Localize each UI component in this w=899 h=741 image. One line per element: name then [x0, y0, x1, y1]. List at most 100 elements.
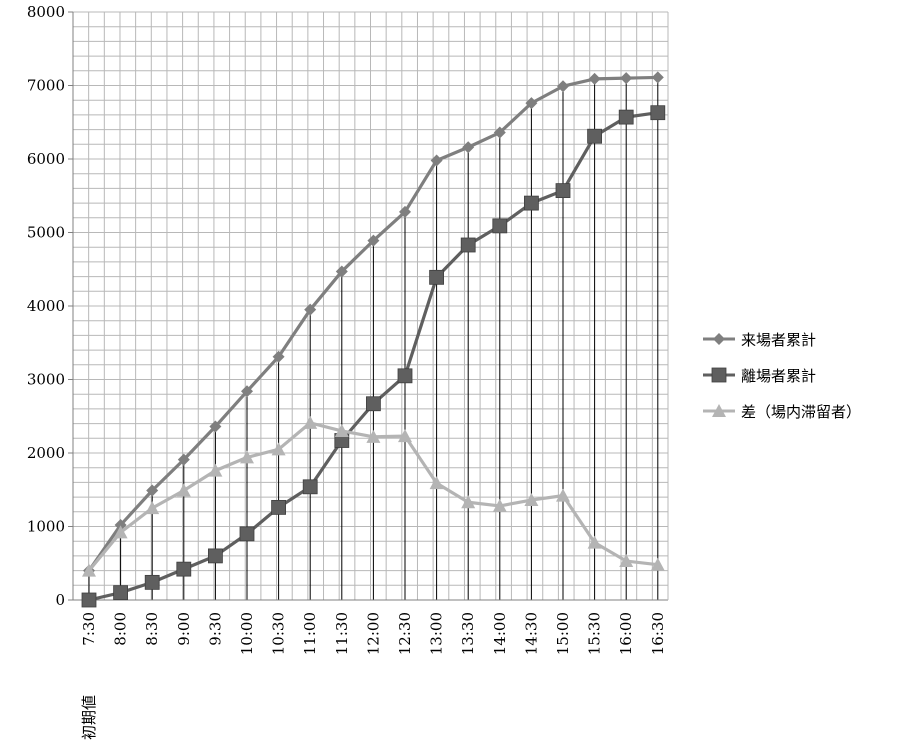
point-diamond — [114, 519, 127, 532]
x-tick-label: 8:00 — [112, 612, 130, 646]
point-triangle — [334, 423, 349, 437]
point-diamond — [272, 350, 285, 363]
point-square — [429, 269, 445, 285]
x-tick-label: 13:00 — [428, 612, 446, 655]
point-triangle — [712, 404, 726, 417]
point-triangle — [619, 554, 634, 568]
x-tick-label: 15:30 — [586, 612, 604, 655]
point-square — [144, 574, 160, 590]
point-triangle — [650, 557, 665, 571]
x-tick-label: 9:00 — [175, 612, 193, 646]
point-triangle — [82, 563, 96, 577]
chart-grid — [72, 11, 669, 601]
point-triangle — [145, 501, 160, 515]
x-tick-label: 10:30 — [270, 612, 288, 655]
point-diamond — [525, 97, 538, 110]
point-triangle — [492, 498, 507, 512]
point-triangle — [366, 429, 381, 443]
x-tick-label: 12:30 — [396, 612, 414, 655]
point-diamond — [651, 71, 664, 84]
point-diamond — [588, 72, 601, 85]
x-tick-label: 9:30 — [206, 612, 224, 646]
point-triangle — [524, 493, 539, 507]
point-diamond — [462, 141, 475, 154]
point-square — [618, 109, 634, 125]
series-1 — [83, 71, 664, 577]
x-tick-label: 13:30 — [459, 612, 477, 655]
x-tick-label: 8:30 — [143, 612, 161, 646]
point-triangle — [461, 495, 476, 509]
y-tick-label: 7000 — [27, 77, 65, 95]
point-square — [587, 128, 602, 144]
y-tick-label: 4000 — [27, 297, 65, 315]
series-3 — [82, 415, 665, 577]
point-triangle — [303, 415, 318, 429]
point-diamond — [430, 154, 443, 167]
point-diamond — [241, 385, 253, 398]
legend-label: 離場者累計 — [741, 367, 816, 385]
point-diamond — [367, 234, 380, 247]
legend-label: 来場者累計 — [741, 331, 816, 349]
point-diamond — [399, 205, 411, 218]
y-tick-label: 2000 — [27, 444, 65, 462]
point-triangle — [556, 488, 570, 502]
point-diamond — [146, 484, 159, 497]
x-tick-label: 12:00 — [364, 612, 382, 655]
point-diamond — [620, 72, 633, 85]
point-diamond — [335, 265, 348, 278]
x-tick-label: 7:30 — [80, 612, 98, 646]
point-square — [81, 592, 97, 608]
point-diamond — [713, 333, 725, 345]
x-tick-label: 14:30 — [522, 612, 540, 655]
point-triangle — [240, 450, 254, 464]
y-axis-ticks: 0 1000 2000 3000 4000 5000 6000 7000 8000 — [27, 3, 73, 609]
legend-item: 離場者累計 — [703, 367, 816, 385]
y-tick-label: 5000 — [27, 224, 65, 242]
x-tick-label: 14:00 — [491, 612, 509, 655]
y-tick-label: 6000 — [27, 150, 65, 168]
point-diamond — [304, 303, 317, 316]
point-square — [492, 218, 508, 234]
point-triangle — [176, 483, 191, 497]
point-square — [207, 548, 223, 564]
point-triangle — [429, 476, 444, 490]
point-triangle — [398, 429, 412, 443]
point-triangle — [113, 525, 128, 539]
y-tick-label: 1000 — [27, 518, 65, 536]
point-square — [239, 526, 255, 542]
x-axis-ticks: 7:30 8:00 8:30 9:00 9:30 10:00 10:30 11:00 11:30… — [80, 612, 667, 655]
point-diamond — [493, 126, 506, 139]
point-square — [302, 479, 318, 495]
point-square — [271, 499, 287, 515]
x-tick-label: 11:00 — [301, 612, 319, 655]
y-tick-label: 8000 — [27, 3, 65, 21]
legend-item: 差（場内滞留者） — [703, 403, 861, 421]
point-square — [650, 105, 666, 121]
point-triangle — [208, 463, 223, 477]
point-diamond — [209, 420, 222, 433]
point-square — [176, 561, 192, 577]
drop-lines — [88, 77, 659, 600]
point-square — [460, 237, 476, 253]
point-diamond — [177, 453, 190, 466]
point-square — [113, 585, 128, 601]
x-axis-initial-label: 初期値 — [80, 695, 98, 740]
legend-label: 差（場内滞留者） — [741, 403, 861, 421]
x-tick-label: 16:00 — [617, 612, 635, 655]
x-tick-label: 11:30 — [333, 612, 351, 655]
x-tick-label: 10:00 — [238, 612, 256, 655]
point-square — [365, 396, 381, 412]
point-square — [397, 368, 413, 384]
x-tick-label: 16:30 — [649, 612, 667, 655]
x-tick-label: 15:00 — [554, 612, 572, 655]
chart-series — [81, 71, 666, 608]
series-2 — [81, 105, 666, 608]
y-tick-label: 3000 — [27, 371, 65, 389]
point-triangle — [587, 535, 602, 549]
legend-item: 来場者累計 — [703, 331, 816, 349]
point-square — [711, 367, 727, 383]
point-square — [524, 195, 539, 211]
point-triangle — [271, 442, 286, 456]
